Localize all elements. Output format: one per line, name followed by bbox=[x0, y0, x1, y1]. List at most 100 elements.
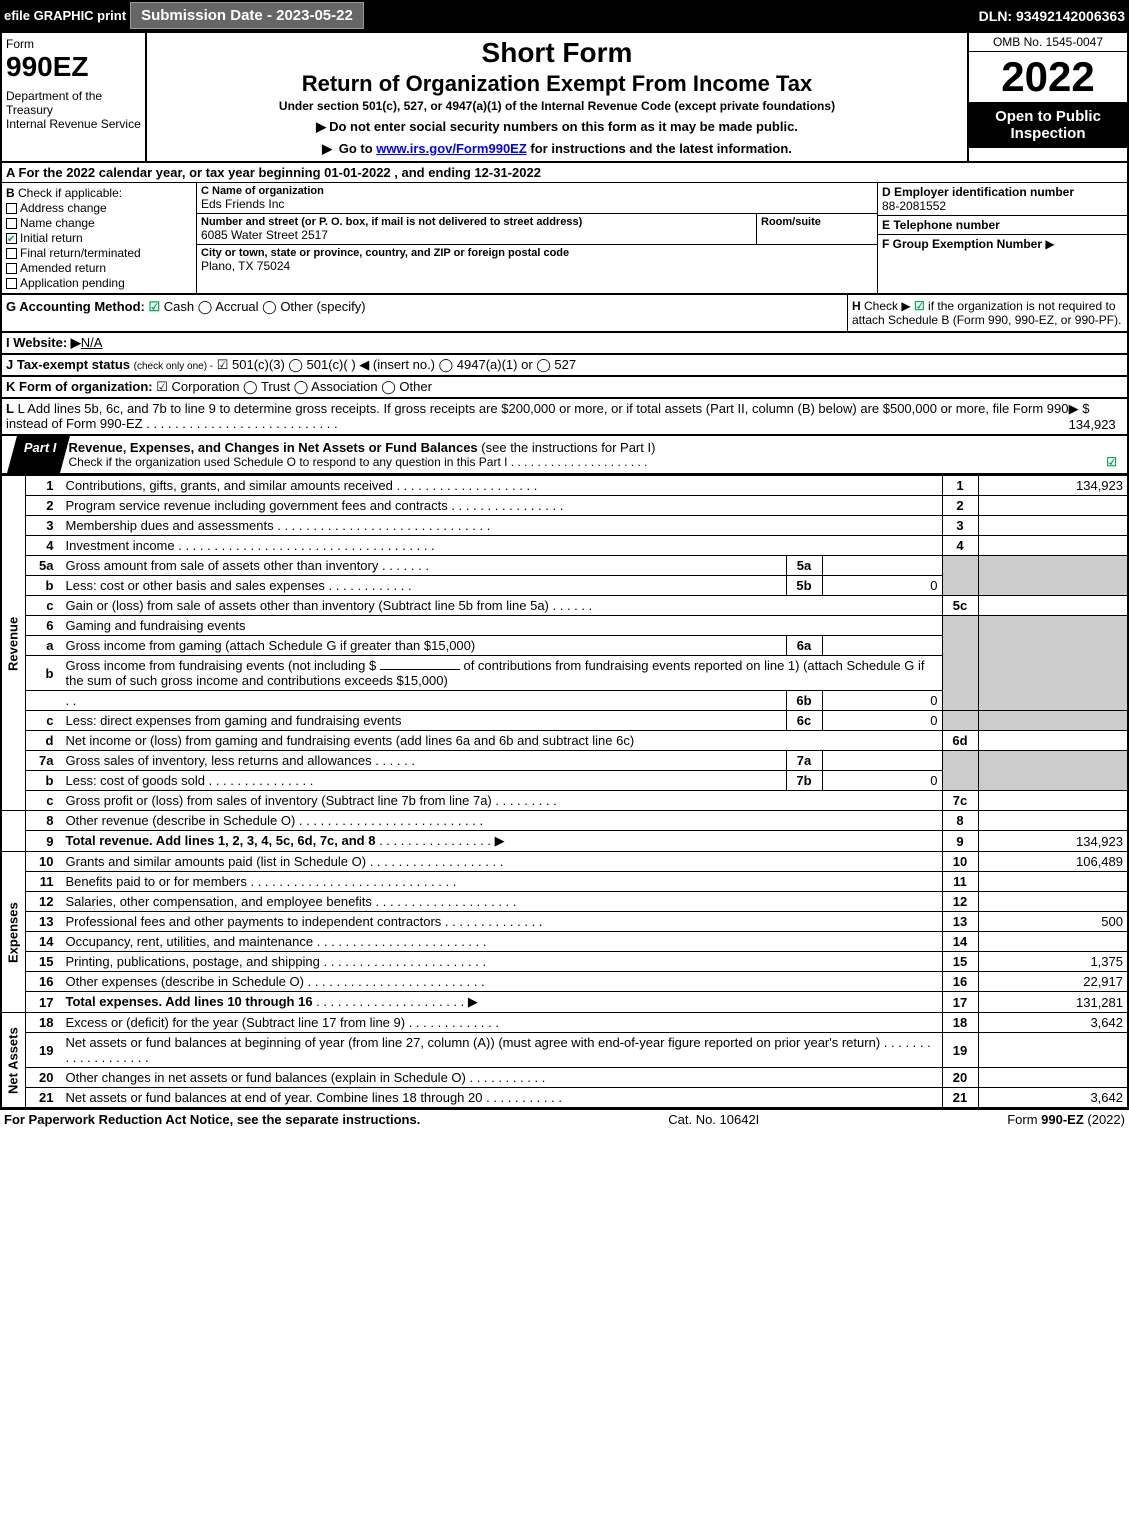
section-j: J Tax-exempt status (check only one) - ☑… bbox=[0, 355, 1129, 377]
line-9-desc: Total revenue. Add lines 1, 2, 3, 4, 5c,… bbox=[66, 833, 376, 848]
instr2-suffix: for instructions and the latest informat… bbox=[527, 141, 792, 156]
g-label: G Accounting Method: bbox=[6, 299, 145, 314]
revenue-section-label: Revenue bbox=[1, 476, 26, 811]
omb-number: OMB No. 1545-0047 bbox=[969, 33, 1127, 52]
under-section: Under section 501(c), 527, or 4947(a)(1)… bbox=[151, 99, 963, 113]
checkbox-item[interactable]: Application pending bbox=[6, 276, 192, 290]
footer-right: Form 990-EZ (2022) bbox=[1007, 1112, 1125, 1127]
line-16-amt: 22,917 bbox=[978, 972, 1128, 992]
part1-label: Part I bbox=[24, 440, 57, 455]
dept-label: Department of the Treasury Internal Reve… bbox=[6, 89, 141, 131]
return-title: Return of Organization Exempt From Incom… bbox=[151, 71, 963, 97]
ein-value: 88-2081552 bbox=[882, 199, 1123, 213]
website-value: N/A bbox=[81, 335, 103, 350]
street-label: Number and street (or P. O. box, if mail… bbox=[201, 216, 752, 228]
checkbox-icon[interactable] bbox=[6, 233, 17, 244]
line-6c-sub: 0 bbox=[822, 711, 942, 731]
checkbox-item[interactable]: Final return/terminated bbox=[6, 246, 192, 260]
line-20-desc: Other changes in net assets or fund bala… bbox=[66, 1070, 466, 1085]
l-amt-prefix: ▶ $ bbox=[1069, 401, 1090, 416]
instr2-prefix: Go to bbox=[339, 141, 377, 156]
j-opts: ☑ 501(c)(3) ◯ 501(c)( ) ◀ (insert no.) ◯… bbox=[217, 357, 576, 372]
accounting-method-option[interactable]: ☑ Cash bbox=[149, 299, 198, 314]
line-18-desc: Excess or (deficit) for the year (Subtra… bbox=[66, 1015, 406, 1030]
line-15-desc: Printing, publications, postage, and shi… bbox=[66, 954, 320, 969]
line-13-amt: 500 bbox=[978, 912, 1128, 932]
c-name-label: C Name of organization bbox=[201, 185, 873, 197]
i-label: I Website: ▶ bbox=[6, 335, 81, 350]
section-a-text: For the 2022 calendar year, or tax year … bbox=[19, 165, 541, 180]
open-public-badge: Open to Public Inspection bbox=[969, 102, 1127, 148]
instr-line-1: Do not enter social security numbers on … bbox=[151, 119, 963, 135]
line-5b-sub: 0 bbox=[822, 576, 942, 596]
checkbox-label: Name change bbox=[20, 216, 95, 230]
irs-link[interactable]: www.irs.gov/Form990EZ bbox=[376, 141, 527, 156]
checkbox-icon[interactable] bbox=[6, 203, 17, 214]
section-h: H Check ▶ ☑ if the organization is not r… bbox=[847, 295, 1127, 331]
line-19-desc: Net assets or fund balances at beginning… bbox=[66, 1035, 881, 1050]
line-5a-desc: Gross amount from sale of assets other t… bbox=[66, 558, 379, 573]
checkbox-icon[interactable] bbox=[6, 248, 17, 259]
line-14-desc: Occupancy, rent, utilities, and maintena… bbox=[66, 934, 314, 949]
accounting-method-option[interactable]: ◯ Other (specify) bbox=[262, 299, 365, 314]
line-9-amt: 134,923 bbox=[978, 831, 1128, 852]
line-5c-desc: Gain or (loss) from sale of assets other… bbox=[66, 598, 549, 613]
checkbox-icon[interactable] bbox=[6, 278, 17, 289]
line-7b-desc: Less: cost of goods sold bbox=[66, 773, 205, 788]
street-value: 6085 Water Street 2517 bbox=[201, 228, 752, 242]
line-6b-desc: Gross income from fundraising events (no… bbox=[62, 656, 943, 691]
tel-label: E Telephone number bbox=[882, 218, 1123, 232]
section-b: B Check if applicable: Address changeNam… bbox=[2, 183, 197, 293]
l-text: L Add lines 5b, 6c, and 7b to line 9 to … bbox=[6, 401, 1068, 431]
checkbox-icon[interactable] bbox=[6, 263, 17, 274]
line-5a-sub bbox=[822, 556, 942, 576]
j-sub: (check only one) - bbox=[134, 361, 213, 372]
part1-title-suffix: (see the instructions for Part I) bbox=[481, 440, 655, 455]
org-name: Eds Friends Inc bbox=[201, 197, 873, 211]
j-label: J Tax-exempt status bbox=[6, 357, 130, 372]
line-21-amt: 3,642 bbox=[978, 1088, 1128, 1108]
part1-title: Revenue, Expenses, and Changes in Net As… bbox=[69, 440, 478, 455]
line-10-desc: Grants and similar amounts paid (list in… bbox=[66, 854, 367, 869]
submission-date-button[interactable]: Submission Date - 2023-05-22 bbox=[130, 2, 364, 29]
dln-label: DLN: 93492142006363 bbox=[979, 8, 1125, 24]
checkbox-icon[interactable] bbox=[6, 218, 17, 229]
city-label: City or town, state or province, country… bbox=[201, 247, 873, 259]
line-1-desc: Contributions, gifts, grants, and simila… bbox=[66, 478, 393, 493]
ein-label: D Employer identification number bbox=[882, 185, 1123, 199]
line-16-desc: Other expenses (describe in Schedule O) bbox=[66, 974, 304, 989]
part1-table: Revenue 1Contributions, gifts, grants, a… bbox=[0, 475, 1129, 1108]
line-7a-desc: Gross sales of inventory, less returns a… bbox=[66, 753, 372, 768]
part1-header: Part I Revenue, Expenses, and Changes in… bbox=[0, 436, 1129, 475]
line-17-desc: Total expenses. Add lines 10 through 16 bbox=[66, 994, 313, 1009]
line-5b-desc: Less: cost or other basis and sales expe… bbox=[66, 578, 325, 593]
h-text1: Check ▶ bbox=[864, 299, 911, 313]
line-6-desc: Gaming and fundraising events bbox=[62, 616, 943, 636]
line-7b-sub: 0 bbox=[822, 771, 942, 791]
line-3-desc: Membership dues and assessments bbox=[66, 518, 274, 533]
page-footer: For Paperwork Reduction Act Notice, see … bbox=[0, 1108, 1129, 1129]
footer-left: For Paperwork Reduction Act Notice, see … bbox=[4, 1112, 420, 1127]
section-c: C Name of organization Eds Friends Inc N… bbox=[197, 183, 877, 293]
checkbox-item[interactable]: Name change bbox=[6, 216, 192, 230]
k-opts: ☑ Corporation ◯ Trust ◯ Association ◯ Ot… bbox=[156, 379, 432, 394]
line-2-desc: Program service revenue including govern… bbox=[66, 498, 448, 513]
section-k: K Form of organization: ☑ Corporation ◯ … bbox=[0, 377, 1129, 399]
line-7a-sub bbox=[822, 751, 942, 771]
line-1-amt: 134,923 bbox=[978, 476, 1128, 496]
accounting-method-option[interactable]: ◯ Accrual bbox=[198, 299, 262, 314]
section-g: G Accounting Method: ☑ Cash ◯ Accrual ◯ … bbox=[2, 295, 847, 331]
tax-year: 2022 bbox=[969, 52, 1127, 102]
footer-cat: Cat. No. 10642I bbox=[668, 1112, 759, 1127]
net-assets-section-label: Net Assets bbox=[1, 1013, 26, 1108]
checkbox-item[interactable]: Amended return bbox=[6, 261, 192, 275]
checkbox-item[interactable]: Initial return bbox=[6, 231, 192, 245]
k-label: K Form of organization: bbox=[6, 379, 153, 394]
line-15-amt: 1,375 bbox=[978, 952, 1128, 972]
section-def: D Employer identification number 88-2081… bbox=[877, 183, 1127, 293]
checkbox-item[interactable]: Address change bbox=[6, 201, 192, 215]
form-label: Form bbox=[6, 37, 141, 51]
line-13-desc: Professional fees and other payments to … bbox=[66, 914, 442, 929]
l-amt: 134,923 bbox=[1069, 417, 1116, 432]
efile-print-label[interactable]: efile GRAPHIC print bbox=[4, 8, 126, 23]
